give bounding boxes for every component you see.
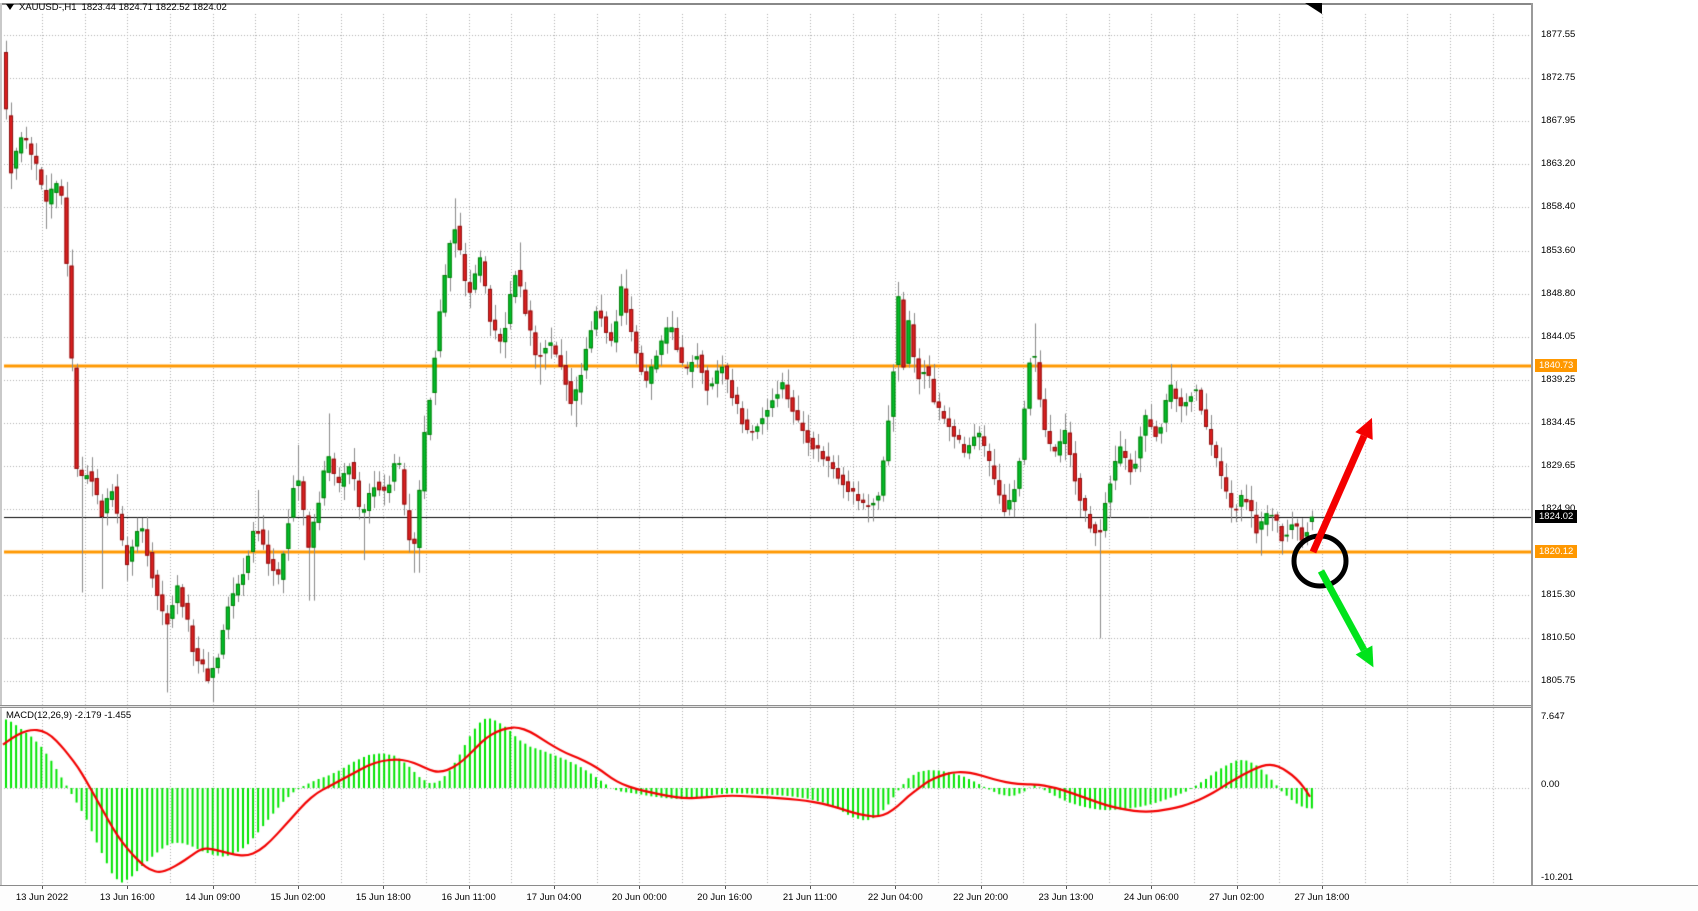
- time-tick-mark: [724, 886, 726, 889]
- support-price-badge: 1820.12: [1535, 544, 1578, 558]
- time-axis[interactable]: 13 Jun 2022 13 Jun 16:00 14 Jun 09:00 15 Ju…: [0, 885, 1698, 911]
- time-tick-mark: [42, 886, 43, 889]
- macd-current-values: -2.179 -1.455: [74, 710, 132, 721]
- price-tick-label: 1824.90: [1541, 502, 1576, 514]
- time-tick-label: 21 Jun 11:00: [782, 892, 838, 903]
- green-down-arrow[interactable]: [1317, 569, 1368, 652]
- time-tick-label: 14 Jun 09:00: [185, 892, 241, 903]
- price-tick-label: 1834.45: [1541, 416, 1576, 428]
- time-tick-label: 13 Jun 16:00: [99, 892, 155, 903]
- price-tick-label: 1867.95: [1541, 115, 1576, 127]
- time-tick-mark: [297, 886, 299, 889]
- time-tick-label: 13 Jun 2022: [15, 892, 69, 903]
- symbol-label: XAUUSD-,H1: [19, 1, 77, 13]
- time-tick-mark: [980, 886, 982, 889]
- pane-separator[interactable]: [0, 705, 1531, 708]
- time-tick-label: 15 Jun 18:00: [355, 892, 411, 903]
- time-tick-mark: [1236, 886, 1238, 889]
- price-tick-label: 1858.40: [1541, 201, 1576, 213]
- green-down-arrowhead[interactable]: [1355, 645, 1374, 668]
- price-tick-label: 1872.75: [1541, 72, 1576, 84]
- time-tick-mark: [553, 886, 555, 889]
- price-tick-label: 1805.75: [1541, 675, 1576, 687]
- time-tick-label: 22 Jun 20:00: [953, 892, 1009, 903]
- window-top-border: [0, 3, 1698, 5]
- window-left-border: [0, 3, 2, 911]
- price-tick-label: 1848.80: [1541, 287, 1576, 299]
- time-tick-mark: [383, 886, 385, 889]
- red-up-arrow[interactable]: [1309, 434, 1368, 554]
- price-tick-label: 1839.25: [1541, 373, 1576, 385]
- time-tick-mark: [895, 886, 897, 889]
- price-tick-label: 1829.65: [1541, 460, 1576, 472]
- price-tick-label: 1815.30: [1541, 589, 1576, 601]
- time-tick-mark: [1321, 886, 1323, 889]
- time-tick-label: 24 Jun 06:00: [1123, 892, 1179, 903]
- price-tick-label: 1810.50: [1541, 632, 1576, 644]
- time-tick-mark: [809, 886, 811, 889]
- price-tick-label: 1844.05: [1541, 330, 1576, 342]
- time-tick-label: 20 Jun 16:00: [697, 892, 753, 903]
- price-axis[interactable]: 1840.73 1824.02 1820.12 7.647 0.00 -10.2…: [1531, 3, 1698, 885]
- ohlc-values: 1823.44 1824.71 1822.52 1824.02: [81, 1, 227, 13]
- time-tick-mark: [468, 886, 470, 889]
- time-tick-mark: [212, 886, 214, 889]
- macd-axis-min: -10.201: [1541, 872, 1574, 883]
- time-tick-label: 23 Jun 13:00: [1038, 892, 1094, 903]
- time-tick-mark: [1065, 886, 1067, 889]
- price-tick-label: 1853.60: [1541, 244, 1576, 256]
- time-tick-label: 27 Jun 02:00: [1209, 892, 1265, 903]
- symbol-dropdown-icon[interactable]: [6, 4, 14, 10]
- red-up-arrowhead[interactable]: [1355, 417, 1373, 440]
- time-tick-label: 15 Jun 02:00: [270, 892, 326, 903]
- time-tick-label: 27 Jun 18:00: [1294, 892, 1350, 903]
- current-price-badge: 1824.02: [1535, 509, 1578, 523]
- price-tick-label: 1877.55: [1541, 29, 1576, 40]
- time-tick-mark: [639, 886, 641, 889]
- chart-title: XAUUSD-,H1 1823.44 1824.71 1822.52 1824.…: [6, 1, 227, 13]
- time-tick-label: 17 Jun 04:00: [526, 892, 582, 903]
- time-tick-label: 22 Jun 04:00: [867, 892, 923, 903]
- time-tick-mark: [1151, 886, 1153, 889]
- macd-name: MACD(12,26,9): [6, 710, 72, 721]
- time-tick-label: 16 Jun 11:00: [441, 892, 496, 903]
- price-tick-label: 1863.20: [1541, 158, 1576, 170]
- corner-marker-icon[interactable]: [1305, 3, 1322, 14]
- resistance-price-badge: 1840.73: [1535, 359, 1578, 373]
- time-tick-label: 20 Jun 00:00: [611, 892, 667, 903]
- time-tick-mark: [127, 886, 129, 889]
- macd-axis-zero: 0.00: [1541, 779, 1560, 790]
- macd-indicator-label: MACD(12,26,9) -2.179 -1.455: [6, 710, 131, 721]
- macd-axis-max: 7.647: [1541, 711, 1565, 722]
